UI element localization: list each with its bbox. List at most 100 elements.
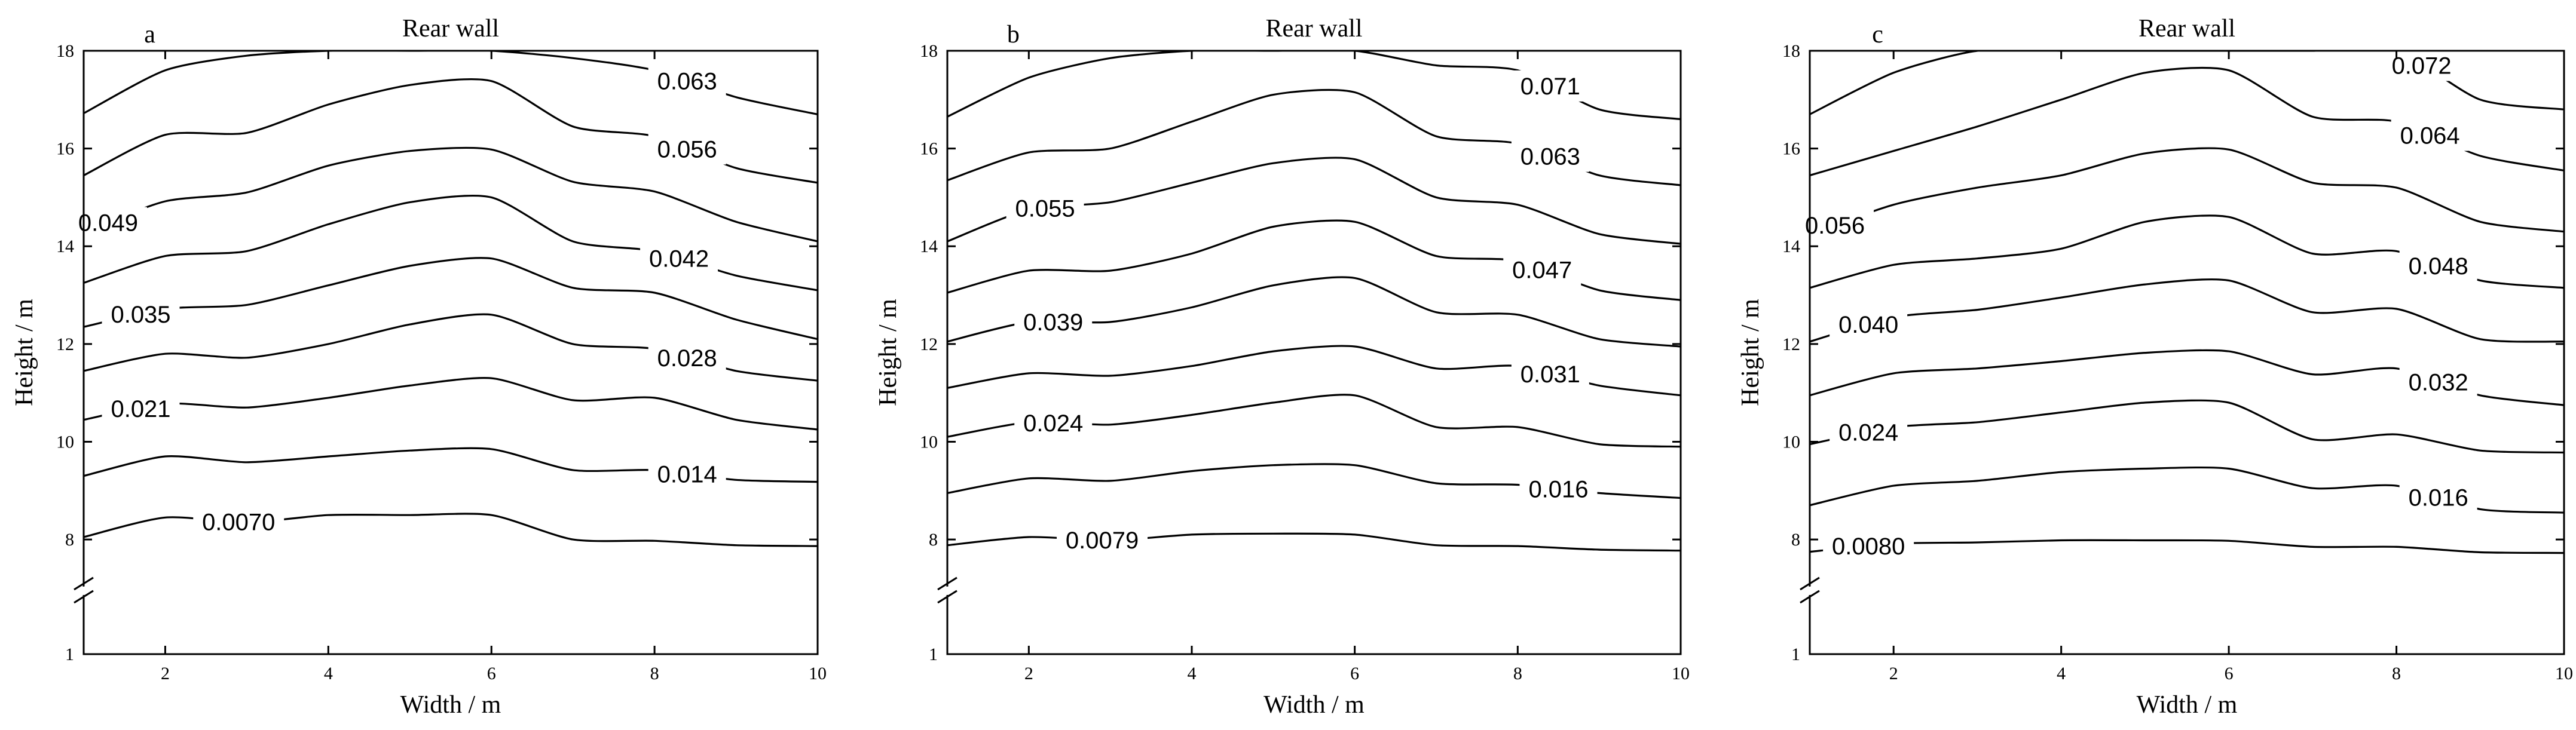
contour-label-0.063: 0.063 bbox=[657, 69, 717, 95]
contour-line-0.072 bbox=[1810, 51, 2564, 115]
x-tick-label-8: 8 bbox=[2392, 664, 2401, 683]
contour-label-0.028: 0.028 bbox=[657, 345, 717, 372]
contour-label-0.064: 0.064 bbox=[2400, 123, 2460, 149]
contour-line-0.016 bbox=[1810, 466, 2564, 514]
x-tick-label-4: 4 bbox=[324, 664, 333, 683]
y-tick-label-12: 12 bbox=[1782, 335, 1800, 354]
contour-label-0.0070: 0.0070 bbox=[202, 510, 275, 536]
contour-line-0.049 bbox=[84, 146, 818, 243]
x-tick-label-6: 6 bbox=[487, 664, 496, 683]
x-axis-title: Width / m bbox=[1263, 691, 1365, 719]
contour-label-0.035: 0.035 bbox=[111, 302, 170, 328]
contour-label-0.031: 0.031 bbox=[1520, 361, 1580, 388]
x-tick-label-2: 2 bbox=[1889, 664, 1898, 683]
y-axis-title: Height / m bbox=[874, 299, 902, 406]
chart-panel-a: 0.0070 0.014 0.021 0.028 0.035 0.042 0.049 0.05… bbox=[11, 15, 827, 719]
y-tick-label-10: 10 bbox=[1782, 432, 1800, 452]
panel-letter: b bbox=[1007, 21, 1020, 48]
contour-line-0.024 bbox=[1810, 399, 2564, 454]
plot-frame bbox=[946, 50, 1682, 655]
contour-line-0.0070 bbox=[84, 513, 818, 547]
contour-line-0.028 bbox=[84, 313, 818, 382]
contour-line-0.021 bbox=[84, 377, 818, 431]
contour-lines bbox=[947, 51, 1681, 552]
axis-break-slash-lower bbox=[1800, 590, 1820, 604]
chart-panel-b: 0.0079 0.016 0.024 0.031 0.039 0.047 0.055 0.06… bbox=[874, 15, 1690, 719]
axis-break-slash-lower bbox=[937, 590, 957, 604]
y-tick-label-8: 8 bbox=[1791, 530, 1800, 550]
contour-label-0.048: 0.048 bbox=[2409, 253, 2468, 280]
x-axis-title: Width / m bbox=[400, 691, 501, 719]
contour-line-0.0080 bbox=[1810, 539, 2564, 554]
contour-label-0.071: 0.071 bbox=[1520, 73, 1580, 100]
y-tick-label-1: 1 bbox=[929, 645, 938, 664]
contour-label-0.063: 0.063 bbox=[1520, 144, 1580, 170]
axis-break-mark bbox=[937, 576, 957, 604]
contour-line-0.056 bbox=[1810, 147, 2564, 235]
x-tick-label-2: 2 bbox=[1024, 664, 1033, 683]
x-axis-title: Width / m bbox=[2137, 691, 2238, 719]
contour-label-0.032: 0.032 bbox=[2409, 369, 2468, 395]
contour-line-0.0079 bbox=[947, 532, 1681, 552]
contour-label-0.055: 0.055 bbox=[1015, 195, 1075, 222]
contour-line-0.056 bbox=[84, 78, 818, 184]
plot-frame bbox=[1809, 50, 2565, 655]
axis-break-gap bbox=[1800, 585, 1820, 596]
contour-line-0.014 bbox=[84, 447, 818, 483]
x-tick-label-10: 10 bbox=[2555, 664, 2573, 683]
contour-line-0.024 bbox=[947, 394, 1681, 448]
contour-label-0.040: 0.040 bbox=[1838, 312, 1898, 338]
y-tick-label-14: 14 bbox=[1782, 237, 1800, 256]
contour-line-0.039 bbox=[947, 276, 1681, 348]
x-tick-label-8: 8 bbox=[1513, 664, 1522, 683]
contour-label-0.042: 0.042 bbox=[649, 246, 709, 272]
y-tick-label-18: 18 bbox=[1782, 41, 1800, 61]
contour-label-0.016: 0.016 bbox=[2409, 485, 2468, 511]
plot-frame bbox=[82, 50, 819, 655]
contour-line-0.016 bbox=[947, 463, 1681, 499]
axis-break-slash-upper bbox=[937, 576, 957, 591]
contour-line-0.042 bbox=[84, 195, 818, 292]
y-tick-label-18: 18 bbox=[56, 41, 74, 61]
contour-line-0.035 bbox=[84, 257, 818, 341]
panel-letter: c bbox=[1872, 21, 1883, 48]
x-tick-label-6: 6 bbox=[1350, 664, 1359, 683]
y-tick-label-16: 16 bbox=[920, 139, 938, 159]
contour-label-0.024: 0.024 bbox=[1023, 410, 1083, 437]
contour-label-0.0079: 0.0079 bbox=[1066, 527, 1139, 554]
y-tick-label-16: 16 bbox=[56, 139, 74, 159]
contour-label-0.049: 0.049 bbox=[78, 210, 138, 236]
panel-letter: a bbox=[144, 21, 155, 48]
x-tick-label-10: 10 bbox=[1672, 664, 1690, 683]
x-tick-label-2: 2 bbox=[161, 664, 170, 683]
contour-label-0.024: 0.024 bbox=[1838, 420, 1898, 446]
contour-lines bbox=[84, 51, 818, 547]
y-tick-label-8: 8 bbox=[65, 530, 74, 550]
contour-line-0.047 bbox=[947, 219, 1681, 301]
contour-label-0.056: 0.056 bbox=[657, 136, 717, 162]
y-tick-label-14: 14 bbox=[56, 237, 74, 256]
y-tick-label-12: 12 bbox=[920, 335, 938, 354]
contour-line-0.063 bbox=[947, 88, 1681, 186]
contour-label-0.047: 0.047 bbox=[1512, 257, 1572, 284]
x-tick-label-8: 8 bbox=[650, 664, 659, 683]
y-tick-label-1: 1 bbox=[1791, 645, 1800, 664]
contour-label-0.014: 0.014 bbox=[657, 461, 717, 487]
y-axis-title: Height / m bbox=[11, 299, 38, 406]
chart-panel-c: 0.0080 0.016 0.024 0.032 0.040 0.048 0.056 0.06… bbox=[1737, 15, 2573, 719]
y-tick-label-8: 8 bbox=[929, 530, 938, 550]
axis-break-mark bbox=[1800, 576, 1820, 604]
panel-title: Rear wall bbox=[402, 15, 499, 42]
y-axis-title: Height / m bbox=[1737, 299, 1764, 406]
contour-line-0.055 bbox=[947, 157, 1681, 245]
contour-label-0.0080: 0.0080 bbox=[1832, 533, 1905, 560]
x-tick-label-6: 6 bbox=[2225, 664, 2234, 683]
axis-break-gap bbox=[74, 585, 94, 596]
y-tick-label-12: 12 bbox=[56, 335, 74, 354]
axis-break-gap bbox=[937, 585, 957, 596]
x-tick-label-4: 4 bbox=[1188, 664, 1197, 683]
contour-label-0.056: 0.056 bbox=[1805, 213, 1865, 239]
contour-line-0.048 bbox=[1810, 214, 2564, 289]
contour-line-0.064 bbox=[1810, 66, 2564, 177]
